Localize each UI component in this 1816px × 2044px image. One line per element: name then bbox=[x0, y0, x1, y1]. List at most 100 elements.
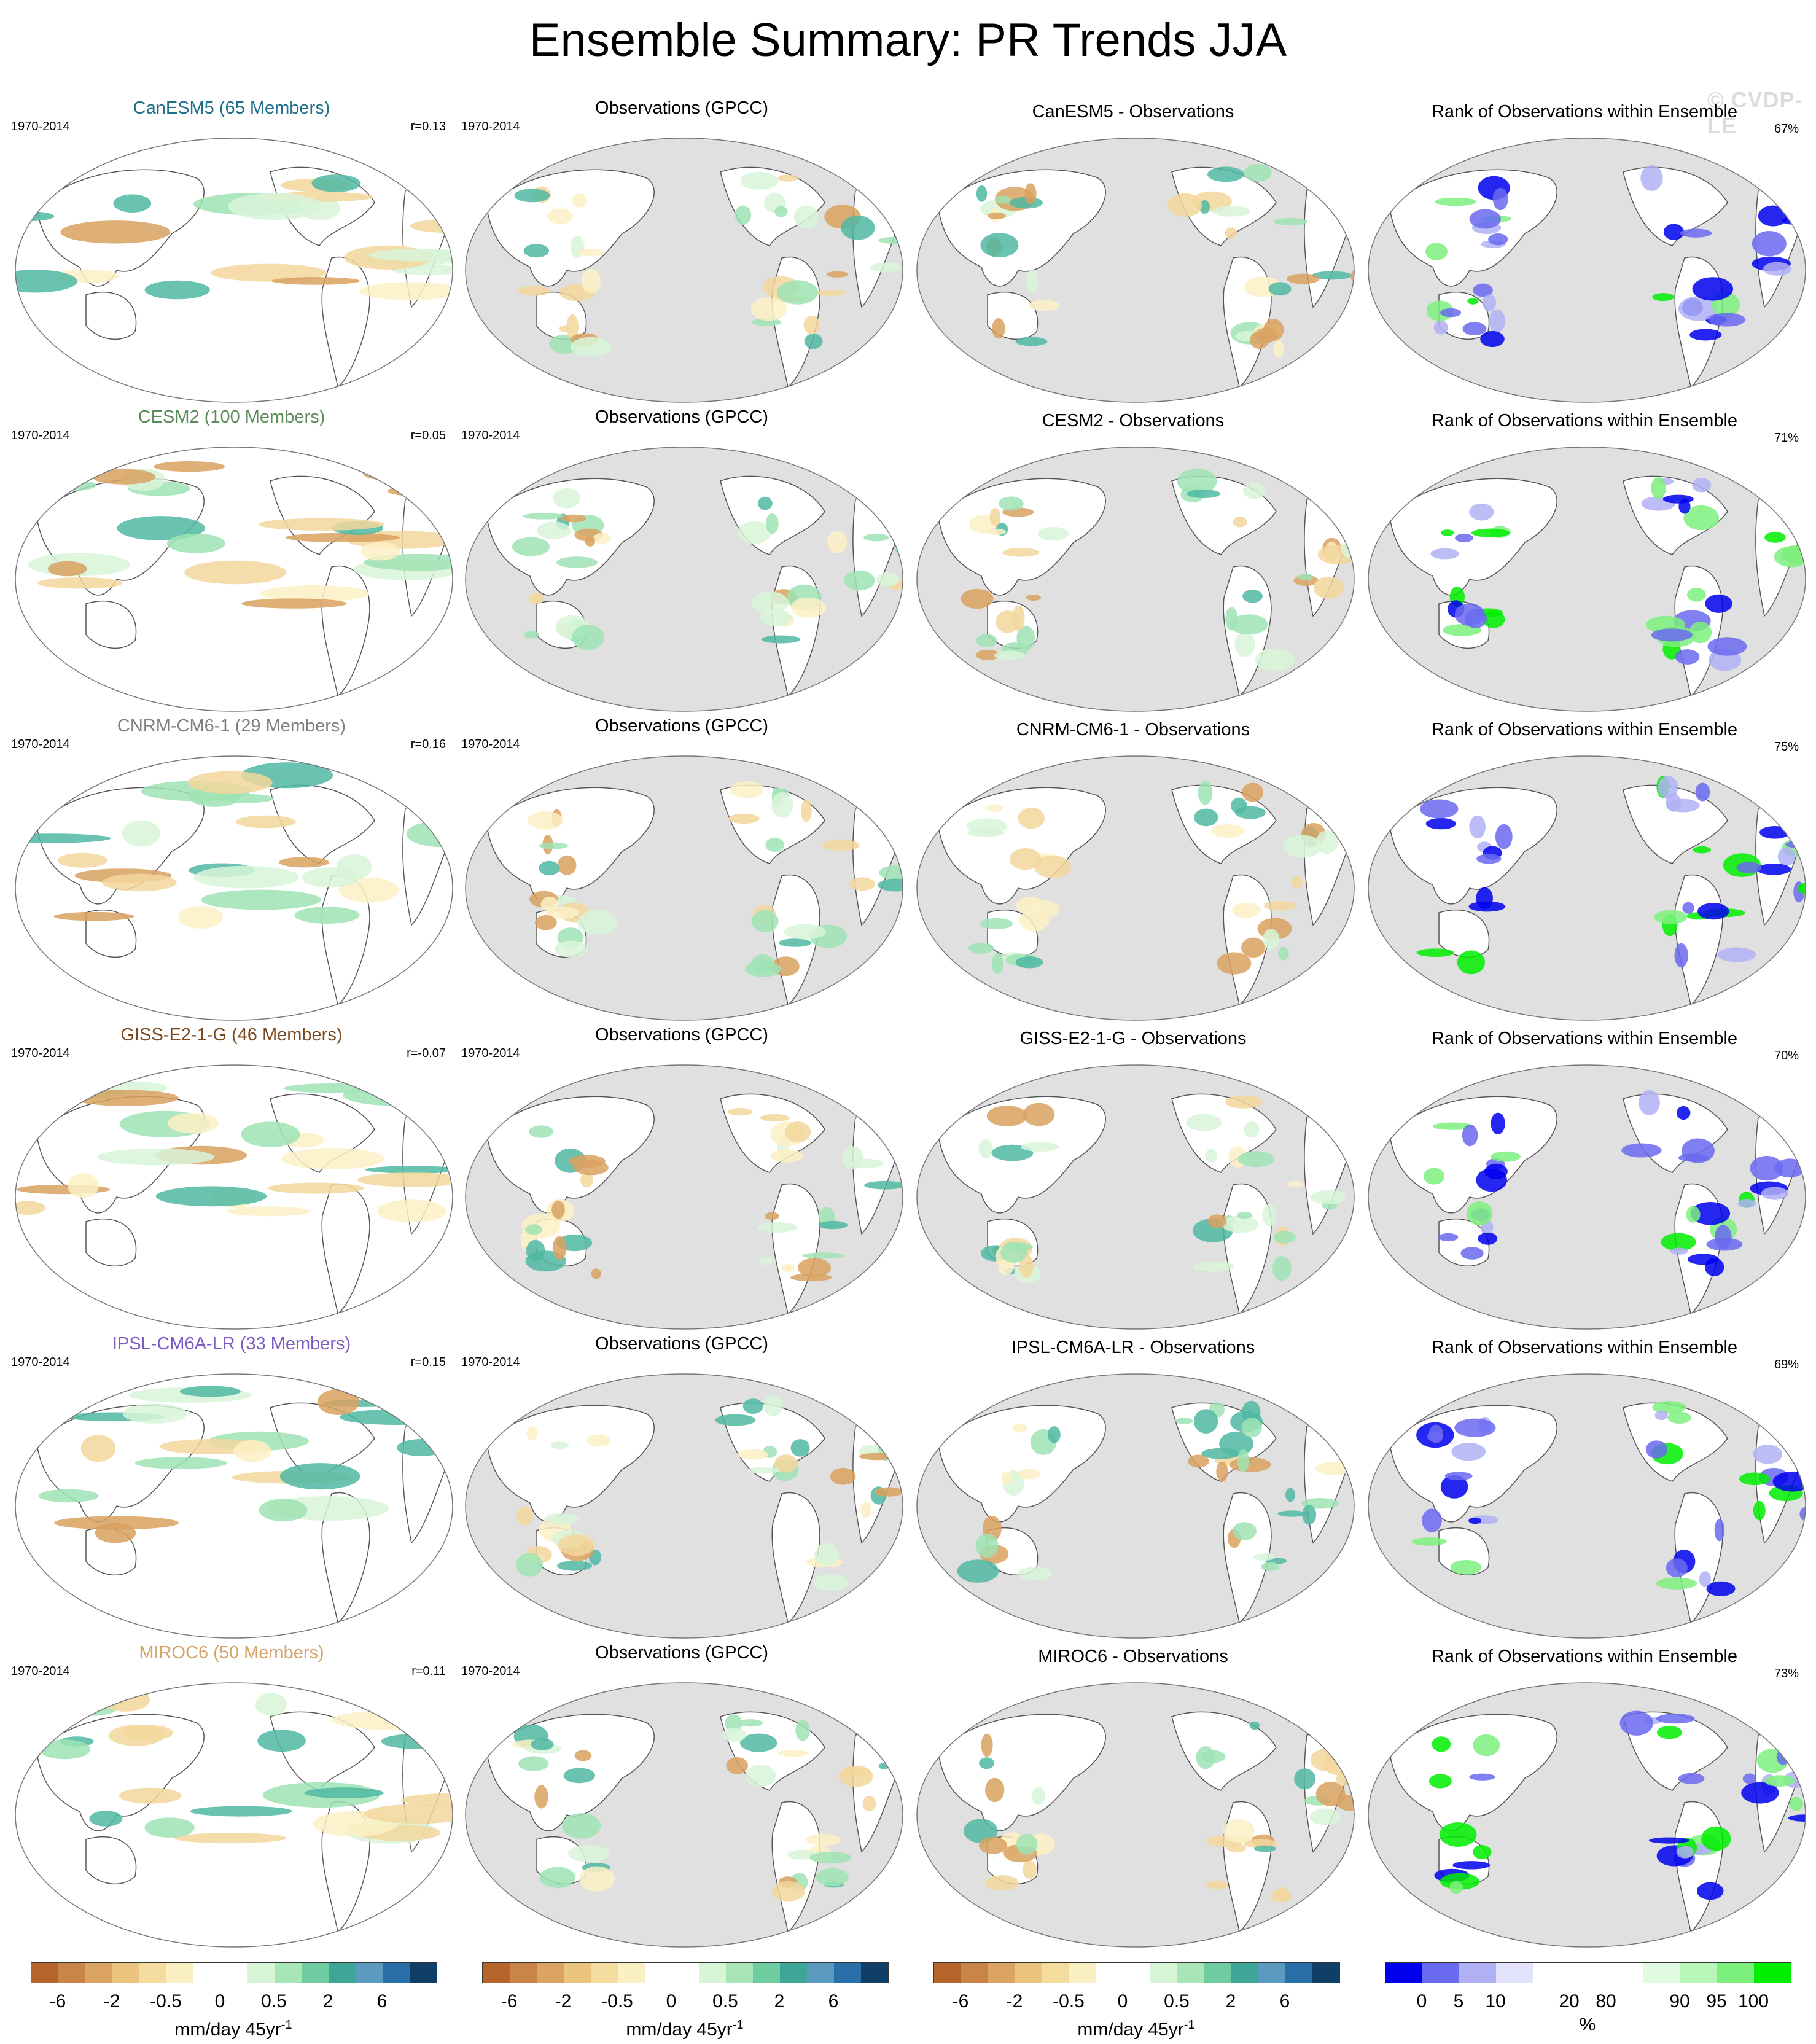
trend-anomaly bbox=[995, 195, 1011, 204]
colorbar-swatch bbox=[302, 1963, 329, 1983]
trend-anomaly bbox=[190, 1806, 293, 1817]
trend-anomaly bbox=[968, 942, 994, 954]
colorbar-tick-label: 95 bbox=[1706, 1991, 1727, 2011]
trend-anomaly bbox=[1241, 937, 1266, 958]
trend-anomaly bbox=[814, 1543, 839, 1566]
rank-panel: Rank of Observations within Ensemble 73% bbox=[1360, 1642, 1809, 1952]
colorbar-swatch bbox=[1754, 1963, 1791, 1983]
rank-panel: Rank of Observations within Ensemble 71% bbox=[1360, 406, 1809, 716]
rank-cell bbox=[1774, 546, 1806, 568]
trend-anomaly bbox=[864, 1180, 903, 1190]
period-label: 1970-2014 bbox=[11, 1356, 70, 1369]
model-title: CESM2 (100 Members) bbox=[138, 407, 325, 427]
continent-outline bbox=[771, 1183, 820, 1315]
rank-cell bbox=[1678, 296, 1718, 321]
trend-anomaly bbox=[101, 873, 177, 892]
colorbar-swatch bbox=[1150, 1963, 1177, 1983]
trend-anomaly bbox=[591, 1268, 601, 1279]
diff-map bbox=[914, 444, 1357, 714]
continent-outline bbox=[270, 1711, 375, 1791]
trend-anomaly bbox=[1016, 1833, 1038, 1855]
colorbar-tick-label: -6 bbox=[49, 1991, 66, 2011]
trend-anomaly bbox=[53, 911, 134, 921]
trend-anomaly bbox=[60, 220, 171, 244]
trend-anomaly bbox=[1037, 526, 1069, 541]
trend-anomaly bbox=[1244, 1121, 1260, 1138]
diff-map bbox=[914, 753, 1357, 1023]
trend-anomaly bbox=[826, 271, 849, 278]
colorbar-tick-label: 6 bbox=[1279, 1991, 1290, 2011]
colorbar-swatch bbox=[1570, 1963, 1607, 1983]
colorbar-unit-text: % bbox=[1579, 2015, 1596, 2035]
rank-cell bbox=[1484, 1163, 1508, 1179]
trend-anomaly bbox=[1255, 648, 1295, 672]
colorbar-swatch bbox=[1717, 1963, 1754, 1983]
trend-anomaly bbox=[804, 333, 823, 349]
globe-border bbox=[465, 1682, 903, 1948]
colorbar-tick-label: 5 bbox=[1453, 1991, 1464, 2011]
continent-outline bbox=[85, 910, 137, 958]
trend-anomaly bbox=[746, 1467, 781, 1474]
trend-anomaly bbox=[976, 185, 988, 202]
rank-cell bbox=[1451, 1443, 1486, 1461]
rank-cell bbox=[1467, 298, 1479, 305]
trend-anomaly bbox=[539, 842, 569, 849]
rank-cell bbox=[1440, 308, 1462, 318]
trend-anomaly bbox=[1278, 946, 1289, 961]
colorbar-swatch bbox=[591, 1963, 618, 1983]
observations-title: Observations (GPCC) bbox=[594, 1334, 768, 1354]
trend-anomaly bbox=[986, 528, 1007, 536]
rank-map bbox=[1365, 1371, 1809, 1641]
continent-outline bbox=[85, 1836, 137, 1884]
trend-anomaly bbox=[568, 1844, 610, 1863]
trend-anomaly bbox=[228, 193, 322, 220]
rank-cell bbox=[1654, 1410, 1668, 1421]
trend-anomaly bbox=[516, 1553, 544, 1577]
obs-panel: Observations (GPCC) 1970-2014 bbox=[458, 97, 906, 407]
rank-cell bbox=[1438, 1233, 1459, 1242]
model-map bbox=[12, 135, 456, 405]
trend-anomaly bbox=[167, 1112, 219, 1134]
trend-anomaly bbox=[765, 837, 784, 852]
colorbar-unit: mm/day 45yr-1 bbox=[933, 2014, 1339, 2041]
trend-anomaly bbox=[122, 1403, 187, 1424]
globe-border bbox=[916, 138, 1355, 403]
continent-outline bbox=[938, 478, 1106, 596]
continent-outline bbox=[1171, 784, 1277, 864]
colorbar-swatch bbox=[1385, 1963, 1422, 1983]
rank-cell bbox=[1699, 1571, 1711, 1588]
trend-anomaly bbox=[1237, 1151, 1275, 1168]
colorbar-tick-label: 2 bbox=[1225, 1991, 1236, 2011]
trend-anomaly bbox=[178, 905, 223, 929]
rank-cell bbox=[1805, 1451, 1806, 1462]
trend-anomaly bbox=[1287, 273, 1320, 284]
trend-anomaly bbox=[730, 781, 764, 798]
colorbar-swatch bbox=[139, 1963, 166, 1983]
rank-cell bbox=[1799, 1507, 1806, 1522]
trend-anomaly bbox=[728, 813, 760, 824]
rank-cell bbox=[1482, 294, 1497, 311]
trend-anomaly bbox=[260, 585, 370, 602]
colorbar-swatch bbox=[1459, 1963, 1496, 1983]
colorbar-swatch bbox=[356, 1963, 383, 1983]
trend-anomaly bbox=[1018, 1567, 1052, 1580]
trend-anomaly bbox=[566, 314, 579, 340]
trend-anomaly bbox=[580, 1172, 593, 1188]
rank-cell bbox=[1706, 1581, 1736, 1596]
trend-anomaly bbox=[722, 1727, 747, 1742]
trend-anomaly bbox=[1235, 806, 1266, 819]
rank-cell bbox=[1467, 1201, 1493, 1226]
trend-anomaly bbox=[304, 1787, 384, 1798]
trend-anomaly bbox=[360, 282, 453, 300]
trend-anomaly bbox=[365, 1166, 453, 1174]
trend-anomaly bbox=[809, 1852, 852, 1864]
trend-anomaly bbox=[1187, 489, 1220, 499]
rank-cell bbox=[1683, 505, 1719, 531]
trend-anomaly bbox=[967, 818, 1008, 834]
colorbar-swatch bbox=[861, 1963, 888, 1983]
obs-panel: Observations (GPCC) 1970-2014 bbox=[458, 1333, 906, 1643]
colorbar-unit: % bbox=[1385, 2014, 1790, 2036]
rank-cell bbox=[1430, 548, 1459, 560]
colorbar-swatch bbox=[1312, 1963, 1339, 1983]
rank-cell bbox=[1715, 1225, 1732, 1250]
